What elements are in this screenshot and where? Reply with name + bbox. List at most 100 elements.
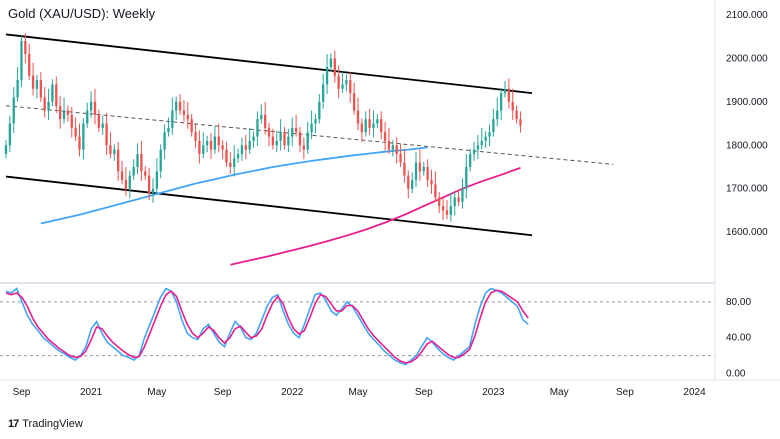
candle-body (279, 132, 282, 141)
candle-body (480, 140, 483, 146)
candle-body (496, 110, 499, 120)
time-axis-tick-label: Sep (214, 387, 232, 398)
candle-body (155, 171, 159, 189)
candle-body (144, 171, 147, 176)
candle-body (492, 119, 495, 133)
candle-body (132, 166, 135, 176)
price-axis-tick-label: 1700.000 (726, 184, 768, 195)
candle-body (105, 123, 108, 146)
channel-middle-line (5, 105, 614, 165)
candle-body (322, 84, 325, 102)
candle-body (395, 145, 398, 154)
candle-body (117, 149, 120, 172)
price-axis[interactable]: 2100.000 2000.000 1900.000 1800.000 1700.000… (726, 10, 768, 238)
candle-body (186, 114, 189, 120)
candle-body (271, 136, 275, 146)
candle-body (163, 132, 166, 150)
candle-body (35, 80, 39, 89)
candle-body (368, 119, 371, 128)
stochastic-pane[interactable] (0, 287, 715, 366)
candle-body (430, 180, 433, 185)
stochastic-axis-tick-label: 80.00 (726, 297, 751, 308)
candlesticks (4, 33, 522, 222)
candle-body (318, 101, 321, 120)
candle-body (124, 180, 128, 189)
candle-body (414, 162, 418, 181)
candle-body (209, 140, 213, 150)
candle-body (422, 166, 425, 172)
candle-body (39, 80, 42, 98)
candle-body (356, 110, 360, 124)
candle-body (147, 175, 151, 194)
time-axis[interactable]: Sep 2021 May Sep 2022 May Sep 2023 May Sep 2024 (13, 387, 707, 398)
candle-body (267, 127, 271, 137)
candle-body (515, 110, 518, 120)
candle-body (260, 114, 263, 120)
price-axis-tick-label: 2000.000 (726, 53, 768, 64)
candle-body (306, 132, 309, 150)
candle-body (469, 153, 472, 167)
candle-body (499, 93, 503, 111)
candle-body (507, 88, 511, 102)
candle-body (418, 162, 422, 172)
stochastic-axis-tick-label: 0.00 (726, 369, 746, 380)
candle-body (202, 145, 205, 154)
candle-body (426, 166, 429, 181)
candle-body (457, 197, 460, 202)
tradingview-logo[interactable]: 17 TradingView (8, 418, 83, 430)
price-axis-tick-label: 1600.000 (726, 227, 768, 238)
time-axis-tick-label: Sep (616, 387, 634, 398)
candle-body (78, 136, 81, 150)
candle-body (364, 119, 367, 133)
price-axis-tick-label: 2100.000 (726, 10, 768, 21)
candle-body (352, 93, 356, 111)
candle-body (476, 145, 480, 150)
stochastic-axis-tick-label: 40.00 (726, 333, 751, 344)
time-axis-tick-label: May (550, 387, 569, 398)
candle-body (294, 127, 298, 133)
candle-body (325, 67, 329, 85)
price-axis-tick-label: 1900.000 (726, 97, 768, 108)
candle-body (472, 149, 476, 154)
candle-body (314, 119, 317, 124)
candle-body (198, 140, 201, 154)
candle-body (407, 175, 410, 189)
candle-body (151, 188, 155, 194)
candle-body (349, 80, 352, 94)
stochastic-d-line (5, 289, 529, 364)
candle-body (236, 153, 240, 159)
candle-body (519, 119, 522, 126)
candle-body (256, 119, 259, 137)
candle-body (511, 101, 514, 111)
candle-body (51, 84, 54, 102)
candle-body (171, 110, 174, 128)
candle-body (20, 40, 23, 81)
time-axis-tick-label: May (147, 387, 166, 398)
candle-body (345, 80, 348, 85)
candle-body (453, 197, 456, 207)
candle-body (403, 162, 406, 176)
candle-body (86, 110, 89, 124)
price-pane[interactable] (0, 0, 715, 282)
channel-upper-line (5, 33, 533, 94)
candle-body (74, 127, 77, 137)
candle-body (93, 101, 97, 115)
candle-body (399, 153, 402, 163)
candle-body (82, 123, 85, 150)
candle-body (4, 145, 8, 154)
candle-body (248, 140, 251, 150)
tradingview-logo-text: TradingView (22, 418, 83, 430)
candle-body (341, 84, 344, 89)
candle-body (240, 145, 244, 154)
stochastic-levels (0, 301, 715, 357)
candle-body (190, 119, 193, 133)
candle-body (438, 197, 441, 207)
time-axis-tick-label: 2024 (683, 387, 706, 398)
candle-body (225, 149, 228, 163)
candle-body (213, 136, 217, 150)
candle-body (360, 123, 364, 133)
candle-body (441, 206, 445, 211)
stochastic-axis[interactable]: 80.00 40.00 0.00 (726, 297, 751, 380)
candle-body (275, 140, 278, 146)
